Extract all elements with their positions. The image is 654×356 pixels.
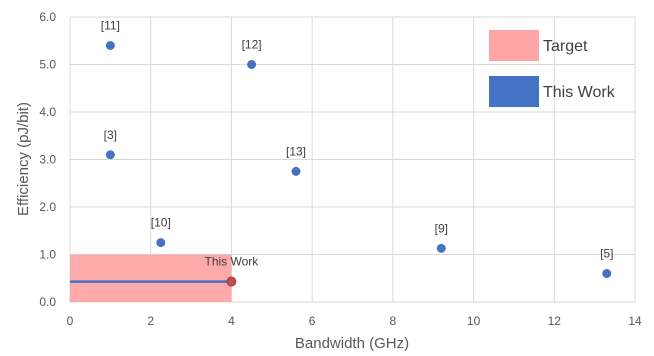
data-point-label: [9] [435, 221, 448, 235]
data-point [602, 269, 612, 278]
data-point [156, 238, 166, 248]
y-tick-label: 6.0 [39, 10, 56, 24]
x-tick-label: 12 [548, 314, 562, 328]
legend-swatch [489, 76, 539, 107]
legend-label: This Work [543, 84, 616, 101]
x-tick-label: 2 [147, 314, 154, 328]
data-point [436, 243, 446, 253]
legend-label: Target [543, 38, 588, 55]
y-axis-title: Efficiency (pJ/bit) [15, 102, 32, 216]
x-axis-ticks: 0 2 4 6 8 10 12 14 [67, 314, 642, 328]
data-point [105, 41, 115, 50]
x-tick-label: 6 [309, 314, 316, 328]
data-point [247, 60, 257, 69]
y-tick-label: 2.0 [39, 200, 56, 214]
data-point-label: [12] [242, 38, 262, 52]
y-tick-label: 1.0 [39, 248, 56, 262]
data-point-label: [5] [600, 247, 613, 261]
x-axis-title: Bandwidth (GHz) [295, 335, 409, 352]
y-tick-label: 4.0 [39, 105, 56, 119]
this-work-point-label: This Work [205, 255, 260, 269]
target-region [70, 254, 232, 302]
x-tick-label: 4 [228, 314, 235, 328]
data-point-label: [11] [101, 19, 120, 33]
data-point-label: [13] [286, 144, 306, 158]
x-tick-label: 10 [467, 314, 481, 328]
y-tick-label: 5.0 [39, 58, 56, 72]
legend: Target This Work [489, 30, 616, 107]
grid-lines [69, 16, 636, 303]
data-point [291, 166, 301, 176]
y-tick-label: 0.0 [39, 295, 56, 309]
x-tick-label: 8 [390, 314, 397, 328]
data-point [105, 150, 115, 160]
data-point-label: [10] [151, 216, 171, 230]
data-point-label: [3] [104, 128, 117, 142]
x-tick-label: 0 [67, 314, 74, 328]
y-tick-label: 3.0 [39, 153, 56, 167]
y-axis-ticks: 0.0 1.0 2.0 3.0 4.0 5.0 6.0 [39, 10, 56, 309]
x-tick-label: 14 [628, 314, 642, 328]
data-points: [11] [12] [3] [13] [10] [9] [5] This Work [101, 19, 613, 287]
legend-swatch [489, 30, 539, 61]
this-work-point [226, 276, 237, 287]
